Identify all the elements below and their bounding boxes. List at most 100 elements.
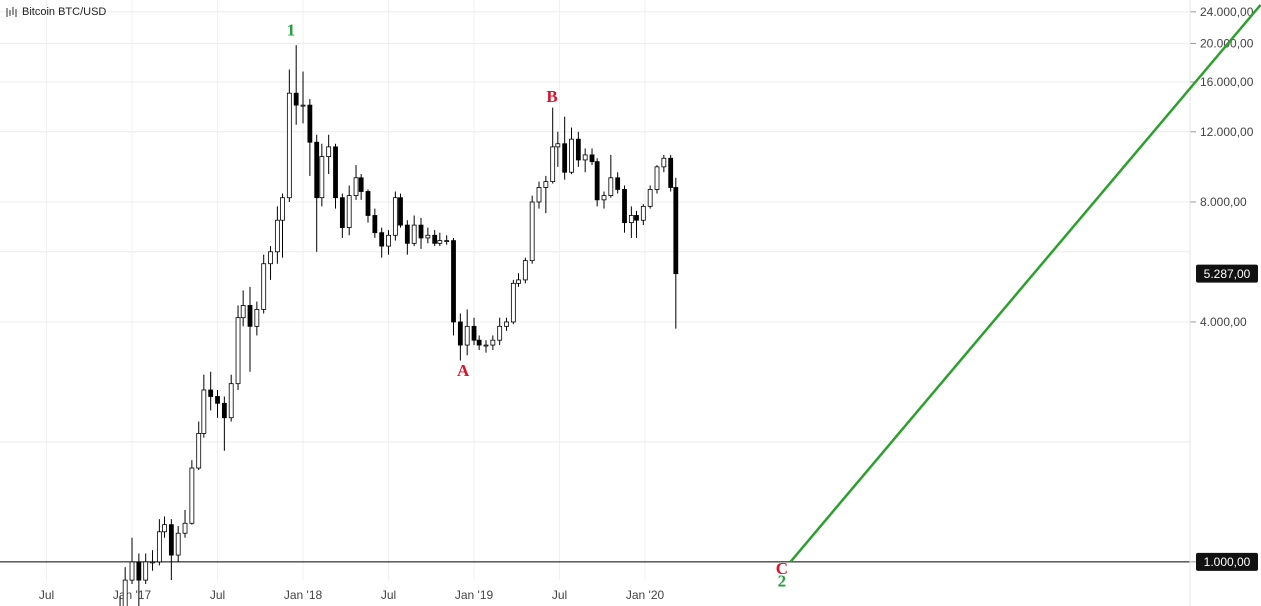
- candle-body: [522, 260, 528, 281]
- candle-body: [365, 191, 371, 216]
- candle-body: [504, 321, 509, 327]
- candle-body: [215, 396, 220, 404]
- wave-label: C: [776, 559, 788, 578]
- candle-body: [358, 177, 364, 192]
- candles: [119, 45, 679, 606]
- y-tick-label: 12.000,00: [1200, 125, 1254, 139]
- candle-body: [386, 234, 391, 247]
- candle-body: [261, 263, 267, 310]
- candle-body: [628, 215, 634, 224]
- y-label-box: [1196, 552, 1258, 571]
- candle-body: [235, 317, 241, 385]
- wave-label: 2: [778, 572, 787, 591]
- candle-body: [156, 531, 162, 563]
- y-tick-label: 1.000,00: [1204, 555, 1251, 569]
- candle-body: [240, 305, 246, 319]
- chart-icon: [6, 7, 17, 17]
- candle-body: [162, 524, 167, 533]
- candle-body: [182, 522, 188, 534]
- candle-body: [451, 240, 456, 323]
- candle-body: [569, 138, 574, 173]
- candle-body: [622, 189, 627, 224]
- candle-body: [353, 177, 359, 197]
- chart-title: Bitcoin BTC/USD: [22, 6, 106, 18]
- candle-body: [510, 282, 516, 323]
- candle-body: [404, 224, 410, 244]
- candle-body: [490, 339, 496, 346]
- candle-body: [150, 561, 155, 564]
- candle-body: [589, 154, 595, 163]
- candle-body: [196, 433, 202, 469]
- candle-body: [293, 92, 299, 106]
- candle-body: [274, 219, 280, 253]
- candle-body: [339, 197, 345, 228]
- x-tick-label: Jul: [552, 588, 567, 602]
- candle-body: [319, 156, 325, 199]
- candle-body: [136, 561, 142, 581]
- candle-body: [129, 561, 135, 581]
- candle-body: [189, 467, 195, 524]
- wave-label: B: [546, 87, 557, 106]
- candle-body: [615, 177, 621, 190]
- candle-body: [529, 201, 535, 262]
- candle-body: [175, 532, 181, 556]
- candle-body: [654, 166, 660, 190]
- candle-body: [425, 234, 431, 239]
- candle-body: [411, 224, 417, 244]
- last-price-label: 5.287,00: [1204, 267, 1251, 281]
- candle-body: [457, 321, 463, 346]
- candle-body: [555, 143, 561, 148]
- candle-body: [464, 325, 470, 346]
- candle-body: [550, 146, 556, 183]
- grid: [0, 0, 1190, 580]
- candle-body: [201, 389, 207, 434]
- y-tick-label: 16.000,00: [1200, 75, 1254, 89]
- candle-body: [471, 325, 477, 341]
- candle-body: [268, 251, 273, 265]
- candle-body: [326, 146, 332, 157]
- candle-body: [286, 92, 292, 199]
- x-tick-label: Jan '19: [455, 588, 494, 602]
- candle-body: [392, 197, 398, 236]
- y-tick-label: 8.000,00: [1200, 195, 1247, 209]
- candle-body: [640, 205, 646, 221]
- wave-label: 1: [287, 21, 296, 40]
- candle-body: [437, 240, 443, 244]
- candle-body: [668, 157, 674, 188]
- x-tick-label: Jul: [210, 588, 225, 602]
- last-price-box: [1196, 264, 1258, 283]
- y-tick-label: 4.000,00: [1200, 315, 1247, 329]
- candle-body: [280, 197, 285, 221]
- candle-body: [582, 154, 588, 161]
- candle-body: [661, 157, 667, 168]
- wave-label: A: [457, 361, 470, 380]
- candle-body: [398, 197, 403, 226]
- candle-body: [575, 138, 581, 161]
- candle-body: [432, 234, 438, 244]
- candle-body: [497, 325, 503, 341]
- candle-body: [476, 339, 482, 346]
- candle-body: [254, 309, 260, 327]
- candle-body: [516, 279, 521, 284]
- candle-body: [372, 215, 378, 234]
- candle-body: [543, 181, 549, 188]
- candle-body: [208, 389, 214, 397]
- candle-body: [143, 561, 149, 581]
- candle-body: [333, 146, 338, 199]
- candle-body: [594, 161, 600, 201]
- candle-body: [307, 104, 313, 143]
- candle-body: [228, 383, 234, 419]
- x-tick-label: Jan '17: [113, 588, 152, 602]
- candle-body: [418, 224, 424, 239]
- y-tick-label: 24.000,00: [1200, 5, 1254, 19]
- title-group: Bitcoin BTC/USD: [6, 6, 106, 18]
- candle-body: [673, 187, 679, 275]
- candle-body: [601, 195, 607, 201]
- x-tick-label: Jan '20: [626, 588, 665, 602]
- trendline: [789, 3, 1261, 563]
- candle-body: [247, 305, 253, 327]
- candle-body: [314, 141, 320, 199]
- candle-body: [122, 579, 128, 606]
- candle-body: [300, 104, 306, 107]
